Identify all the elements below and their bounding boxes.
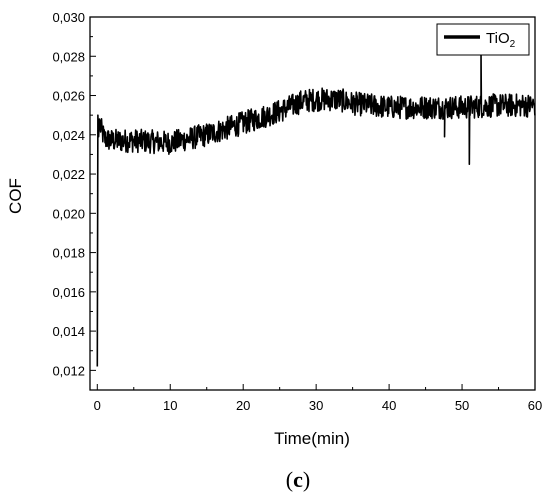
y-tick-label: 0,012: [52, 363, 85, 378]
y-tick-label: 0,024: [52, 128, 85, 143]
legend-label: TiO2: [486, 30, 516, 50]
series-line-0: [96, 51, 536, 367]
x-tick-label: 0: [94, 398, 101, 413]
y-tick-label: 0,022: [52, 167, 85, 182]
y-axis-title: COF: [6, 178, 25, 214]
axis-ticks: 0 10 20 30 40 50 60 0,012 0,014 0,016 0,018 0,020 0,…: [52, 10, 542, 413]
x-tick-label: 10: [163, 398, 177, 413]
panel-label: (c): [286, 467, 310, 492]
y-tick-label: 0,028: [52, 49, 85, 64]
series-layer: [96, 51, 536, 367]
x-tick-label: 40: [382, 398, 396, 413]
y-tick-label: 0,026: [52, 89, 85, 104]
x-tick-label: 60: [528, 398, 542, 413]
x-tick-label: 20: [236, 398, 250, 413]
y-tick-label: 0,018: [52, 246, 85, 261]
x-tick-label: 30: [309, 398, 323, 413]
legend-label-sub: 2: [510, 39, 516, 50]
x-tick-label: 50: [455, 398, 469, 413]
plot-frame: [89, 16, 536, 391]
y-tick-label: 0,016: [52, 285, 85, 300]
x-axis-title: Time(min): [274, 429, 350, 448]
y-tick-label: 0,020: [52, 206, 85, 221]
y-tick-label: 0,014: [52, 324, 85, 339]
legend-box: [436, 23, 530, 56]
legend: TiO2: [436, 23, 530, 56]
legend-label-main: TiO: [486, 30, 510, 47]
y-tick-label: 0,030: [52, 10, 85, 25]
